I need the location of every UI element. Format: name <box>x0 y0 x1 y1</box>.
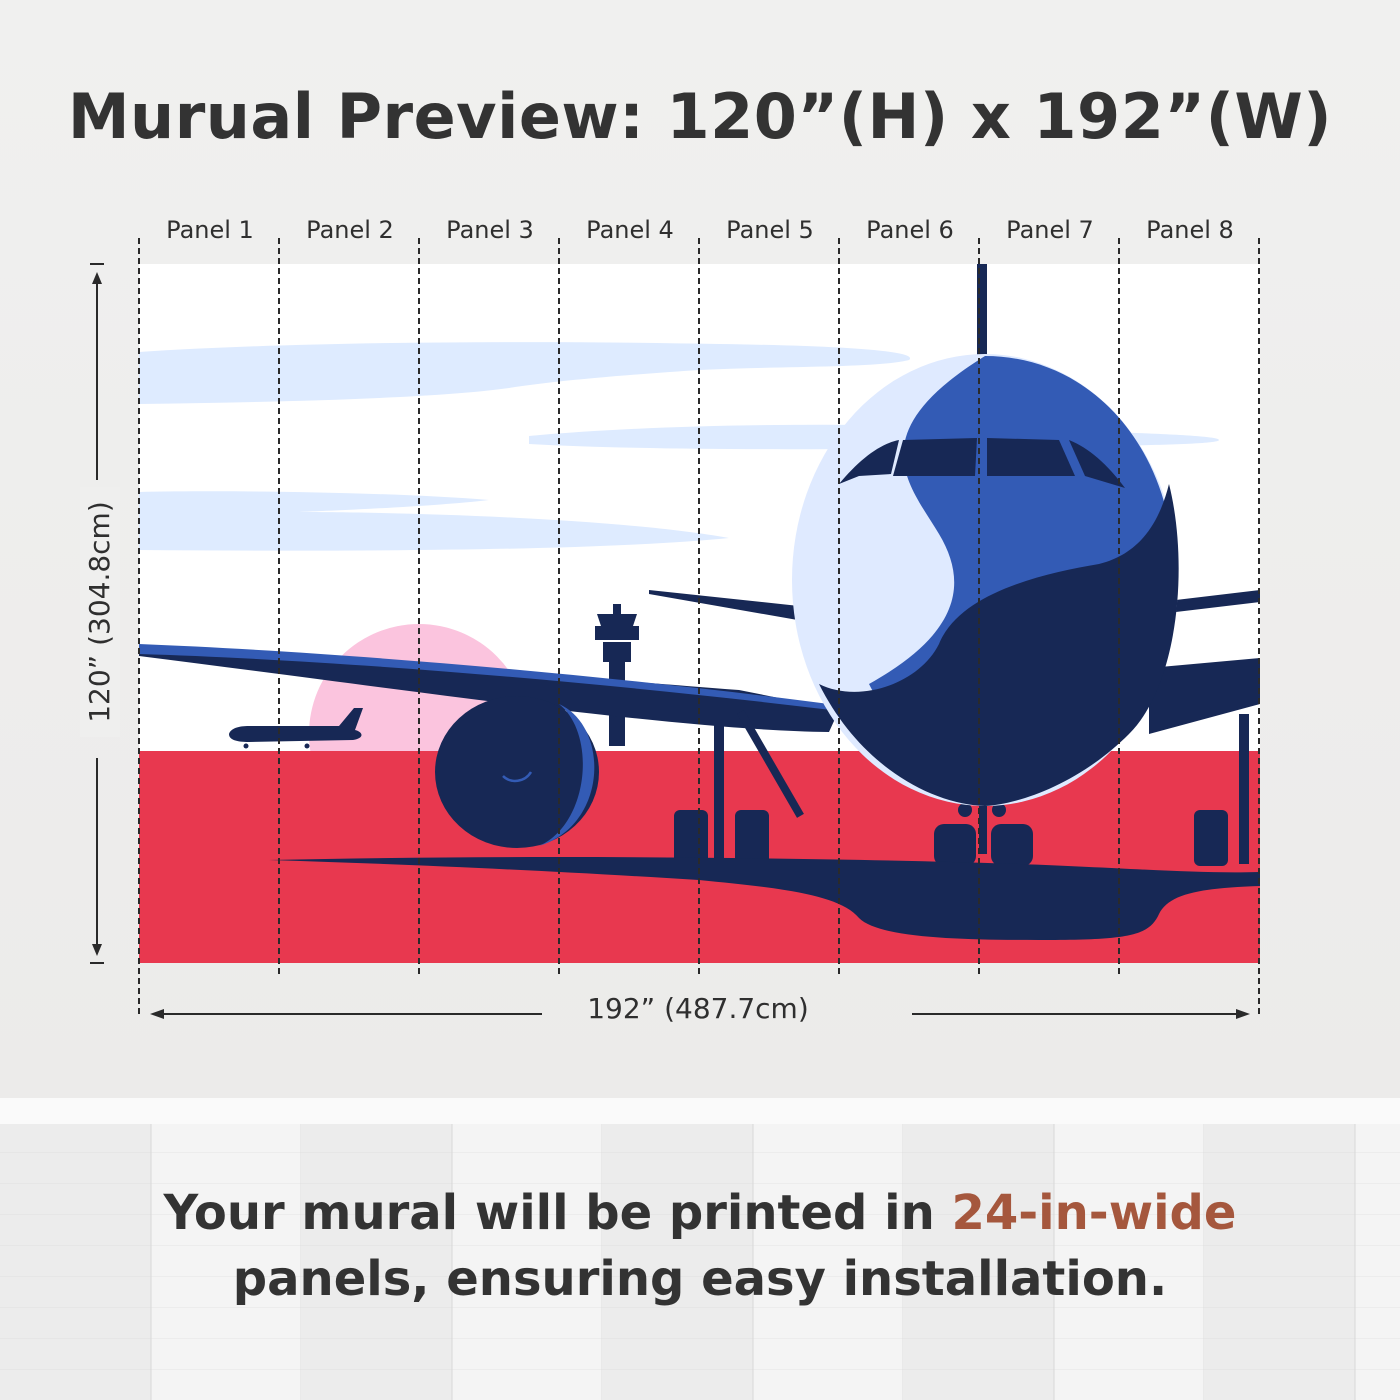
ground-shadow <box>269 857 1260 940</box>
left-engine <box>435 696 599 848</box>
right-wing <box>1149 658 1260 734</box>
cloud-1 <box>139 342 911 404</box>
distant-airplane <box>229 708 363 749</box>
panel-divider-1 <box>278 238 280 974</box>
main-airplane <box>792 354 1179 806</box>
cockpit-window-center-left <box>893 438 977 476</box>
panel-divider-5 <box>838 238 840 974</box>
caption-text-1: Your mural will be printed in <box>163 1185 952 1241</box>
left-wing-highlight <box>139 644 831 710</box>
width-dimension-label: 192” (487.7cm) <box>587 992 809 1025</box>
panel-label-1: Panel 1 <box>166 216 254 244</box>
panel-divider-0 <box>138 238 140 1014</box>
panel-label-3: Panel 3 <box>446 216 534 244</box>
panel-label-8: Panel 8 <box>1146 216 1234 244</box>
right-wing-far <box>1159 590 1260 614</box>
caption-highlight: 24-in-wide <box>951 1185 1237 1241</box>
panel-label-4: Panel 4 <box>586 216 674 244</box>
far-wing <box>649 590 809 622</box>
cockpit-window-right <box>1069 440 1125 488</box>
cloud-3 <box>139 491 729 551</box>
panel-divider-7 <box>1118 238 1120 974</box>
cockpit-window-left <box>839 440 899 484</box>
panel-divider-2 <box>418 238 420 974</box>
cockpit-window-center-right <box>987 438 1075 476</box>
caption-text-2: panels, ensuring easy installation. <box>232 1251 1168 1307</box>
panel-label-7: Panel 7 <box>1006 216 1094 244</box>
panel-label-2: Panel 2 <box>306 216 394 244</box>
left-wing <box>139 646 839 732</box>
wooden-floor <box>0 1124 1400 1400</box>
panel-divider-6 <box>978 238 980 974</box>
landing-gear <box>674 710 1249 866</box>
panel-divider-4 <box>698 238 700 974</box>
height-dimension-label: 120” (304.8cm) <box>80 487 120 737</box>
baseboard <box>0 1098 1400 1125</box>
panel-label-5: Panel 5 <box>726 216 814 244</box>
caption: Your mural will be printed in 24-in-wide… <box>0 1180 1400 1312</box>
panel-divider-3 <box>558 238 560 974</box>
panel-divider-8 <box>1258 238 1260 1014</box>
tail-fin <box>977 264 987 376</box>
panel-label-6: Panel 6 <box>866 216 954 244</box>
page-title: Murual Preview: 120”(H) x 192”(W) <box>67 80 1333 153</box>
